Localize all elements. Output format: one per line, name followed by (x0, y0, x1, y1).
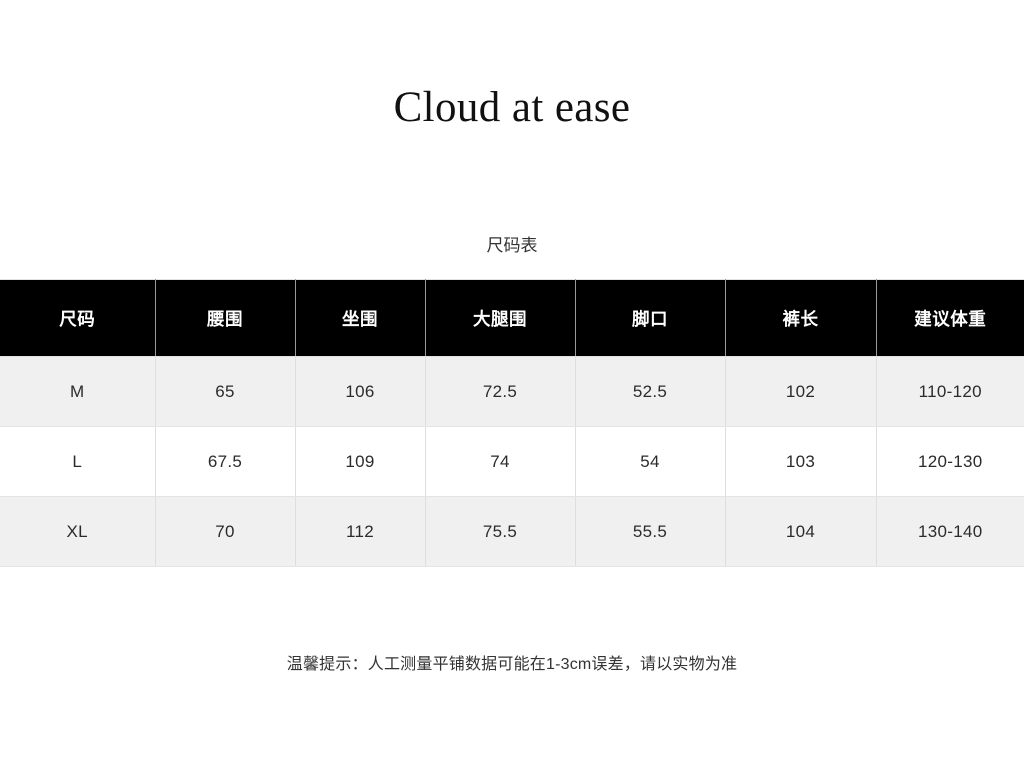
column-header-size: 尺码 (0, 279, 156, 357)
cell-leg-opening: 52.5 (575, 356, 726, 427)
table-header-row: 尺码 腰围 坐围 大腿围 脚口 裤长 建议体重 (0, 279, 1024, 357)
column-header-leg-opening: 脚口 (575, 279, 726, 357)
brand-title: Cloud at ease (393, 84, 631, 131)
cell-leg-opening: 55.5 (575, 496, 726, 567)
size-chart-subtitle: 尺码表 (486, 236, 538, 255)
cell-waist: 70 (155, 496, 296, 567)
table-row: L 67.5 109 74 54 103 120-130 (0, 426, 1024, 497)
cell-thigh: 75.5 (425, 496, 576, 567)
column-header-thigh: 大腿围 (425, 279, 576, 357)
cell-size: L (0, 426, 156, 497)
cell-hip: 112 (295, 496, 426, 567)
cell-pants-length: 104 (725, 496, 877, 567)
cell-pants-length: 103 (725, 426, 877, 497)
size-chart-table: 尺码 腰围 坐围 大腿围 脚口 裤长 建议体重 M 65 106 72.5 52… (0, 279, 1024, 567)
cell-waist: 67.5 (155, 426, 296, 497)
cell-suggested-weight: 110-120 (876, 356, 1024, 427)
size-table-body: M 65 106 72.5 52.5 102 110-120 L 67.5 10… (0, 356, 1024, 567)
size-table-header: 尺码 腰围 坐围 大腿围 脚口 裤长 建议体重 (0, 279, 1024, 357)
measurement-disclaimer: 温馨提示：人工测量平铺数据可能在1-3cm误差，请以实物为准 (286, 656, 738, 673)
cell-suggested-weight: 130-140 (876, 496, 1024, 567)
cell-suggested-weight: 120-130 (876, 426, 1024, 497)
table-row: M 65 106 72.5 52.5 102 110-120 (0, 356, 1024, 427)
cell-waist: 65 (155, 356, 296, 427)
cell-thigh: 72.5 (425, 356, 576, 427)
column-header-hip: 坐围 (295, 279, 426, 357)
size-table-container: 尺码 腰围 坐围 大腿围 脚口 裤长 建议体重 M 65 106 72.5 52… (0, 279, 1024, 567)
cell-hip: 106 (295, 356, 426, 427)
table-row: XL 70 112 75.5 55.5 104 130-140 (0, 496, 1024, 567)
column-header-waist: 腰围 (155, 279, 296, 357)
cell-thigh: 74 (425, 426, 576, 497)
cell-pants-length: 102 (725, 356, 877, 427)
cell-leg-opening: 54 (575, 426, 726, 497)
column-header-suggested-weight: 建议体重 (876, 279, 1024, 357)
cell-size: M (0, 356, 156, 427)
column-header-pants-length: 裤长 (725, 279, 877, 357)
cell-hip: 109 (295, 426, 426, 497)
cell-size: XL (0, 496, 156, 567)
